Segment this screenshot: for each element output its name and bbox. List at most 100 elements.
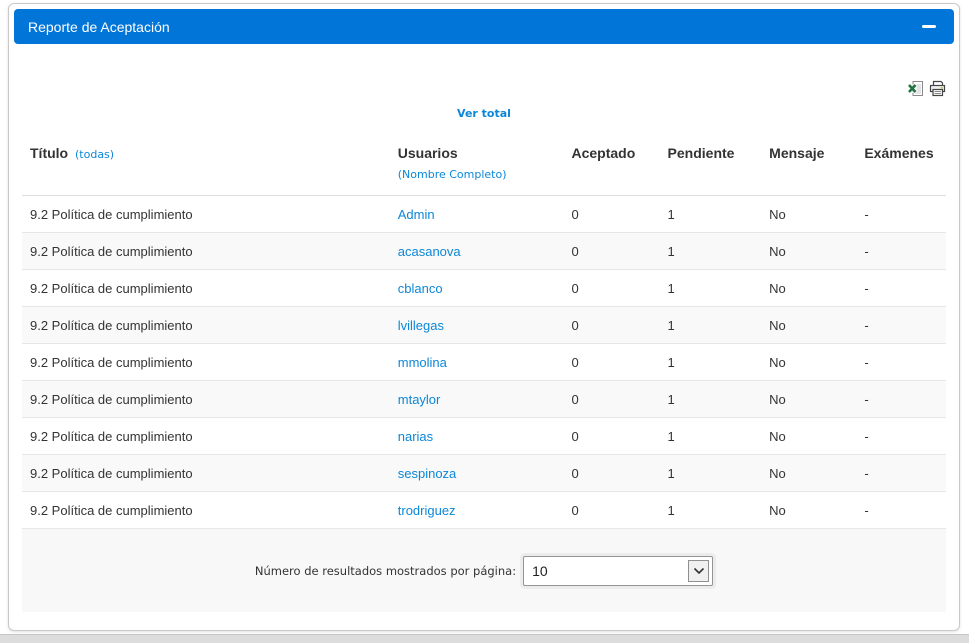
- page-size-label: Número de resultados mostrados por págin…: [254, 563, 517, 578]
- cell-aceptado: 0: [563, 417, 660, 455]
- cell-examenes: -: [856, 195, 946, 233]
- cell-pendiente: 1: [659, 491, 762, 529]
- titulo-label: Título: [30, 145, 69, 161]
- ver-total-row: Ver total: [22, 104, 946, 120]
- cell-examenes: -: [856, 417, 946, 455]
- user-link[interactable]: lvillegas: [397, 317, 444, 333]
- table-row: 9.2 Política de cumplimiento mmolina 0 1…: [22, 343, 946, 381]
- cell-pendiente: 1: [659, 269, 762, 307]
- page-size-value: 10: [532, 562, 548, 579]
- cell-usuario: narias: [389, 417, 564, 455]
- cell-mensaje: No: [761, 454, 857, 492]
- cell-examenes: -: [856, 454, 946, 492]
- cell-aceptado: 0: [563, 343, 660, 381]
- todas-filter-link[interactable]: (todas): [75, 148, 115, 161]
- cell-titulo: 9.2 Política de cumplimiento: [22, 195, 390, 233]
- user-link[interactable]: mmolina: [397, 354, 447, 370]
- cell-titulo: 9.2 Política de cumplimiento: [22, 232, 390, 270]
- acceptance-report-panel: Reporte de Aceptación: [8, 3, 960, 631]
- table-row: 9.2 Política de cumplimiento sespinoza 0…: [22, 454, 946, 492]
- col-header-pendiente: Pendiente: [659, 133, 762, 196]
- cell-aceptado: 0: [563, 269, 660, 307]
- cell-aceptado: 0: [563, 195, 660, 233]
- cell-usuario: sespinoza: [389, 454, 564, 492]
- cell-titulo: 9.2 Política de cumplimiento: [22, 269, 390, 307]
- chevron-down-icon: [693, 567, 704, 574]
- cell-pendiente: 1: [659, 195, 762, 233]
- cell-aceptado: 0: [563, 232, 660, 270]
- col-header-mensaje: Mensaje: [761, 133, 857, 196]
- acceptance-report-table: Título (todas) Usuarios (Nombre Completo…: [22, 133, 946, 529]
- cell-mensaje: No: [761, 491, 857, 529]
- cell-usuario: acasanova: [389, 232, 564, 270]
- cell-titulo: 9.2 Política de cumplimiento: [22, 343, 390, 381]
- cell-pendiente: 1: [659, 417, 762, 455]
- col-header-aceptado: Aceptado: [563, 133, 660, 196]
- table-header-row: Título (todas) Usuarios (Nombre Completo…: [22, 133, 946, 196]
- table-row: 9.2 Política de cumplimiento narias 0 1 …: [22, 417, 946, 455]
- cell-pendiente: 1: [659, 380, 762, 418]
- cell-titulo: 9.2 Política de cumplimiento: [22, 417, 390, 455]
- cell-pendiente: 1: [659, 232, 762, 270]
- col-header-examenes: Exámenes: [856, 133, 946, 196]
- cell-titulo: 9.2 Política de cumplimiento: [22, 454, 390, 492]
- cell-usuario: Admin: [389, 195, 564, 233]
- cell-titulo: 9.2 Política de cumplimiento: [22, 491, 390, 529]
- cell-titulo: 9.2 Política de cumplimiento: [22, 306, 390, 344]
- usuarios-label: Usuarios: [397, 145, 458, 161]
- cell-mensaje: No: [761, 232, 857, 270]
- ver-total-link[interactable]: Ver total: [457, 107, 511, 120]
- cell-mensaje: No: [761, 380, 857, 418]
- panel-body: Ver total Título (todas) Usuarios (Nombr…: [9, 49, 959, 612]
- cell-usuario: trodriguez: [389, 491, 564, 529]
- user-link[interactable]: acasanova: [397, 243, 461, 259]
- print-button[interactable]: [929, 80, 946, 97]
- collapse-button[interactable]: [918, 16, 940, 38]
- cell-aceptado: 0: [563, 454, 660, 492]
- cell-examenes: -: [856, 306, 946, 344]
- table-row: 9.2 Política de cumplimiento Admin 0 1 N…: [22, 195, 946, 233]
- user-link[interactable]: sespinoza: [397, 465, 457, 481]
- cell-examenes: -: [856, 491, 946, 529]
- cell-mensaje: No: [761, 306, 857, 344]
- excel-export-icon: [908, 81, 923, 96]
- table-body: 9.2 Política de cumplimiento Admin 0 1 N…: [22, 195, 946, 529]
- cell-mensaje: No: [761, 417, 857, 455]
- cell-pendiente: 1: [659, 306, 762, 344]
- user-link[interactable]: trodriguez: [397, 502, 456, 518]
- user-link[interactable]: mtaylor: [397, 391, 441, 407]
- page-size-select[interactable]: 10: [523, 555, 714, 586]
- panel-header: Reporte de Aceptación: [14, 9, 954, 44]
- cell-usuario: lvillegas: [389, 306, 564, 344]
- user-link[interactable]: cblanco: [397, 280, 443, 296]
- user-link[interactable]: narias: [397, 428, 434, 444]
- table-row: 9.2 Política de cumplimiento acasanova 0…: [22, 232, 946, 270]
- nombre-completo-link[interactable]: (Nombre Completo): [397, 168, 507, 181]
- cell-examenes: -: [856, 269, 946, 307]
- cell-aceptado: 0: [563, 491, 660, 529]
- cell-titulo: 9.2 Política de cumplimiento: [22, 380, 390, 418]
- cell-aceptado: 0: [563, 380, 660, 418]
- cell-examenes: -: [856, 232, 946, 270]
- panel-title: Reporte de Aceptación: [28, 18, 170, 35]
- select-arrow-button[interactable]: [688, 559, 710, 582]
- cell-mensaje: No: [761, 195, 857, 233]
- cell-mensaje: No: [761, 343, 857, 381]
- cell-usuario: cblanco: [389, 269, 564, 307]
- col-header-titulo: Título (todas): [22, 133, 390, 196]
- cell-examenes: -: [856, 343, 946, 381]
- table-row: 9.2 Política de cumplimiento trodriguez …: [22, 491, 946, 529]
- cell-aceptado: 0: [563, 306, 660, 344]
- cell-examenes: -: [856, 380, 946, 418]
- table-row: 9.2 Política de cumplimiento mtaylor 0 1…: [22, 380, 946, 418]
- page-bottom-strip: [0, 634, 969, 643]
- print-icon: [929, 80, 946, 97]
- export-excel-button[interactable]: [907, 80, 924, 97]
- export-toolbar: [22, 49, 946, 97]
- cell-usuario: mtaylor: [389, 380, 564, 418]
- cell-mensaje: No: [761, 269, 857, 307]
- table-row: 9.2 Política de cumplimiento cblanco 0 1…: [22, 269, 946, 307]
- user-link[interactable]: Admin: [397, 206, 435, 222]
- col-header-usuarios: Usuarios (Nombre Completo): [389, 133, 564, 196]
- minus-icon: [922, 25, 936, 28]
